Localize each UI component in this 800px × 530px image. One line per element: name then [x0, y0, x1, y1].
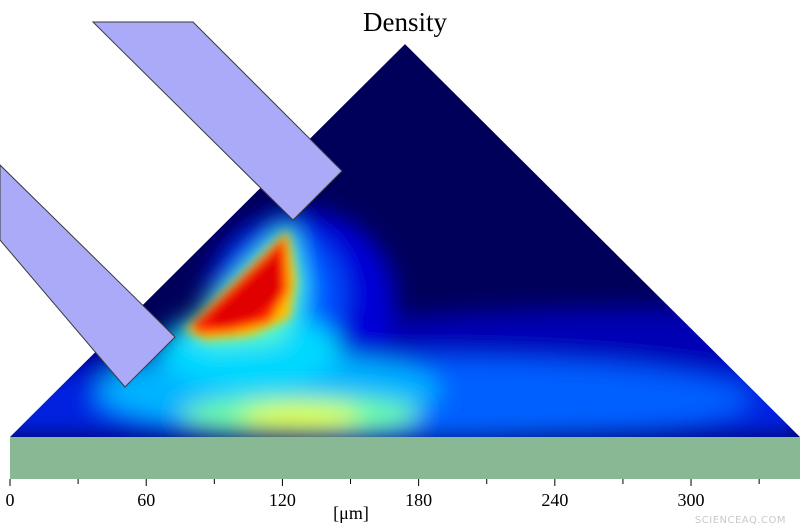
x-axis-unit-label: [μm]	[333, 503, 369, 523]
upper-blade	[91, 21, 343, 221]
figure-title: Density	[363, 7, 447, 37]
watermark-text: SCIENCEAQ.COM	[695, 515, 786, 526]
density-field	[10, 44, 800, 437]
x-tick-label: 300	[678, 490, 705, 510]
substrate-bar	[10, 437, 800, 479]
x-tick-label: 0	[6, 490, 15, 510]
x-tick-label: 180	[405, 490, 432, 510]
x-tick-label: 60	[137, 490, 155, 510]
x-axis: 0 60 120 180 240 300	[6, 479, 760, 510]
x-tick-label: 240	[541, 490, 568, 510]
x-tick-label: 120	[269, 490, 296, 510]
lower-blade	[0, 164, 176, 388]
